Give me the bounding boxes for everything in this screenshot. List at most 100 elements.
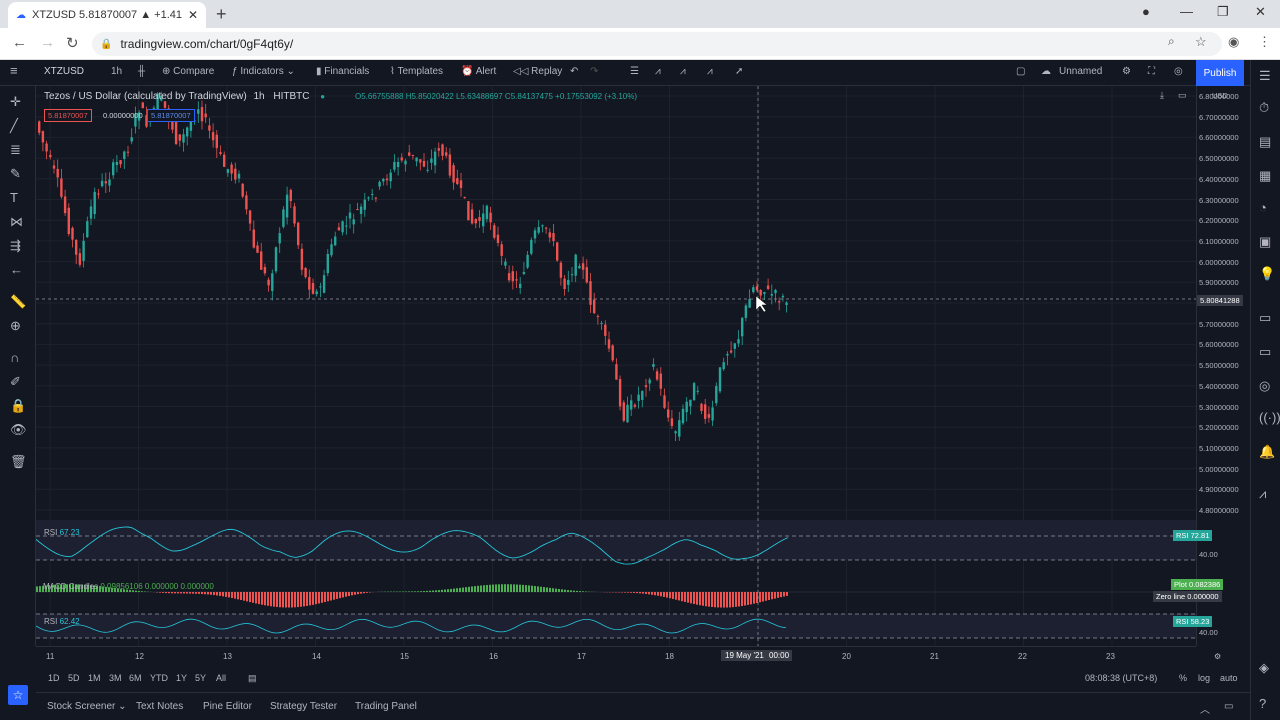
range-1y[interactable]: 1Y [176,673,188,683]
fullscreen-icon[interactable]: ⛶ [1148,66,1155,77]
camera-icon[interactable]: ◎ [1174,66,1183,77]
auto-toggle[interactable]: auto [1220,673,1238,683]
clock-readout[interactable]: 08:08:38 (UTC+8) [1085,673,1158,683]
crosshair-icon[interactable]: ✛ [10,94,21,109]
tab-stock-screener[interactable]: Stock Screener ⌄ [47,701,127,712]
log-toggle[interactable]: log [1198,673,1211,683]
prediction-icon[interactable]: ⇶ [10,238,21,253]
stay-drawing-icon[interactable]: ✐ [10,374,21,389]
browser-tab[interactable]: ☁ XTZUSD 5.81870007 ▲ +1.41% ✕ [8,2,206,28]
symbol-legend[interactable]: Tezos / US Dollar (calculated by Trading… [44,91,325,102]
settings-gear-icon[interactable]: ⚙ [1122,66,1131,77]
chat-icon[interactable]: ▭ [1259,310,1272,325]
range-all[interactable]: All [216,673,227,683]
pattern-tool-icon[interactable]: ☰ [630,66,639,77]
goto-date-icon[interactable]: ▤ [248,673,257,683]
collapse-panel-icon[interactable]: ︿ [1200,705,1210,716]
interval-button[interactable]: 1h [111,66,123,77]
range-5y[interactable]: 5Y [195,673,207,683]
bid-price-tag[interactable]: 5.81870007 [44,109,92,122]
maximize-icon[interactable]: ❐ [1217,4,1229,19]
tab-text-notes[interactable]: Text Notes [136,701,184,712]
symbol-search[interactable]: XTZUSD [44,66,84,77]
tab-pine-editor[interactable]: Pine Editor [203,701,252,712]
data-window-icon[interactable]: ▤ [1259,134,1272,149]
rsi1-label[interactable]: RSI 67.23 [44,528,80,537]
back-arrow-icon[interactable]: ← [10,262,23,277]
range-5d[interactable]: 5D [68,673,80,683]
brush-icon[interactable]: ✎ [10,166,21,181]
candle-style-icon[interactable]: ╫ [138,66,146,77]
macd-label[interactable]: MACD Candles 0.09856106 0.000000 0.00000… [43,582,214,591]
bookmark-star-icon[interactable]: ☆ [1195,34,1207,49]
help-icon[interactable]: ? [1259,696,1267,711]
cloud-icon[interactable]: ☁ [1041,66,1051,77]
templates-button[interactable]: ⌇ Templates [390,66,444,77]
alert-button[interactable]: ⏰ Alert [461,66,497,77]
new-tab-icon[interactable]: + [216,4,227,24]
cursor-icon[interactable]: ➚ [735,66,744,77]
lock-drawings-icon[interactable]: 🔒 [10,398,27,413]
trendline-icon[interactable]: ╱ [10,118,18,133]
zoom-in-icon[interactable]: ⊕ [10,318,21,333]
financials-button[interactable]: ▮ Financials [316,66,370,77]
indicators-button[interactable]: ƒ Indicators ⌄ [232,66,295,77]
hamburger-menu-icon[interactable]: ≡ [10,63,18,78]
streams-icon[interactable]: ◎ [1259,378,1271,393]
tab-trading-panel[interactable]: Trading Panel [355,701,417,712]
collapse-arrow-icon[interactable]: ⤓ [1160,90,1164,100]
window-close-icon[interactable]: ✕ [1255,4,1266,19]
replay-button[interactable]: ◁◁ Replay [513,66,563,77]
menu-dots-icon[interactable]: ⋮ [1258,34,1271,49]
compare-button[interactable]: ⊕ Compare [162,66,215,77]
maximize-pane-icon[interactable]: ▭ [1178,90,1187,100]
close-tab-icon[interactable]: ✕ [187,8,198,22]
pattern-abcd-icon[interactable]: ⩘ [655,66,661,77]
order-panel-icon[interactable]: ⩘ [1259,486,1267,501]
alerts-clock-icon[interactable]: ⏱ [1259,100,1270,115]
percent-toggle[interactable]: % [1179,673,1188,683]
back-icon[interactable]: ← [12,34,27,51]
profile-icon[interactable]: ● [1142,4,1150,19]
pattern-wave-icon[interactable]: ⩘ [707,66,713,77]
tab-strategy-tester[interactable]: Strategy Tester [270,701,338,712]
hide-drawings-icon[interactable]: 👁 [10,422,27,437]
range-ytd[interactable]: YTD [150,673,168,683]
price-chart[interactable] [36,86,1196,646]
pattern-xabcd-icon[interactable]: ⩘ [680,66,686,77]
layout-name[interactable]: Unnamed [1059,66,1103,77]
watchlist-icon[interactable]: ☰ [1259,68,1271,83]
redo-icon[interactable]: ↷ [590,66,599,77]
range-1m[interactable]: 1M [88,673,101,683]
magnet-icon[interactable]: ∩ [10,350,20,365]
time-axis-settings-icon[interactable]: ⚙ [1214,652,1222,661]
url-input[interactable]: 🔒 tradingview.com/chart/0gF4qt6y/ [92,32,1222,56]
publish-button[interactable]: Publish [1196,60,1244,86]
hotlist-icon[interactable]: ▦ [1259,168,1272,183]
chart-icon[interactable]: ◔ [1259,200,1267,215]
maximize-panel-icon[interactable]: ▭ [1224,701,1234,712]
notification-bell-icon[interactable]: 🔔 [1259,444,1276,459]
range-6m[interactable]: 6M [129,673,142,683]
range-1d[interactable]: 1D [48,673,60,683]
undo-icon[interactable]: ↶ [570,66,579,77]
time-axis[interactable]: 11 12 13 14 15 16 17 18 19 May '21 00:00… [36,646,1221,666]
trash-icon[interactable]: 🗑 [10,454,27,469]
zoom-icon[interactable]: ⌕ [1168,34,1175,48]
pattern-icon[interactable]: ⋈ [10,214,23,229]
layers-icon[interactable]: ◈ [1259,660,1269,675]
calendar-icon[interactable]: ▣ [1259,234,1272,249]
layout-icon[interactable]: ▢ [1016,66,1026,77]
reload-icon[interactable]: ↻ [66,35,79,52]
forward-icon[interactable]: → [40,34,55,51]
fib-icon[interactable]: ≣ [10,142,21,157]
extension-icon[interactable]: ◉ [1228,34,1240,49]
broadcast-icon[interactable]: ((·)) [1259,410,1280,425]
rsi2-label[interactable]: RSI 62.42 [44,617,80,626]
price-axis[interactable]: 6.80000000 6.70000000 6.60000000 6.50000000… [1153,86,1250,646]
ask-price-tag[interactable]: 5.81870007 [147,109,195,122]
ideas-icon[interactable]: 💡 [1259,266,1276,281]
favorites-star-icon[interactable]: ☆ [8,685,28,705]
messages-icon[interactable]: ▭ [1259,344,1272,359]
ruler-icon[interactable]: 📏 [10,294,27,309]
